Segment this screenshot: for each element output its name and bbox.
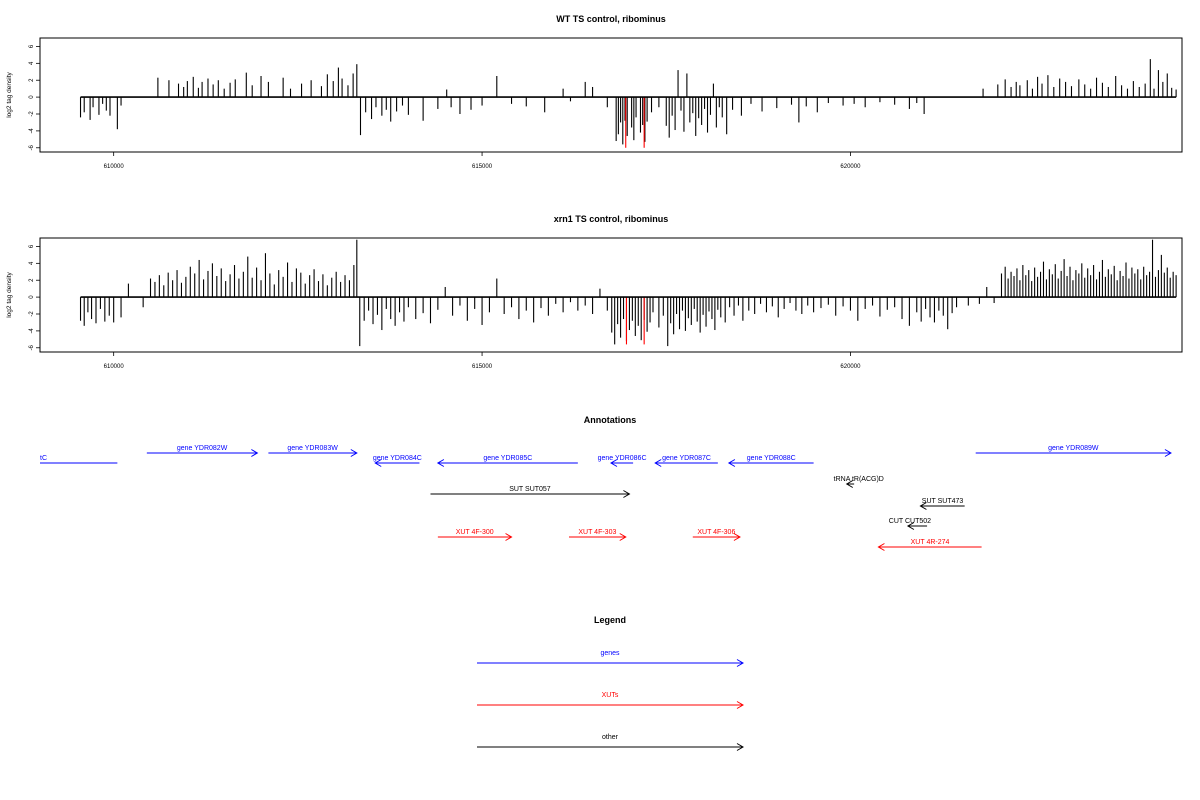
annotation-gene-ydr087c: gene YDR087C xyxy=(654,455,718,467)
annotation-sut-sut473-head xyxy=(919,502,927,510)
annotation-xut-4f-303: XUT 4F-303 xyxy=(569,529,627,541)
x-tick-label: 620000 xyxy=(840,364,861,370)
annotation-label: CUT CUT502 xyxy=(889,518,931,525)
annotation-gene-ydr089w-head xyxy=(1164,449,1172,457)
annotation-xut-4f-300: XUT 4F-300 xyxy=(437,529,513,541)
annotation-xut-4r-274-head xyxy=(877,543,885,551)
y-tick-label: 4 xyxy=(29,61,35,65)
legend: Legend genes XUTs other xyxy=(477,615,744,751)
panel-1: WT TS control, ribominus -6 -4 -2 0 2 4 6 log2 t… xyxy=(6,14,1183,170)
x-tick-label: 615000 xyxy=(472,364,493,370)
legend-title: Legend xyxy=(594,615,626,625)
annotation-label: XUT 4F-300 xyxy=(456,529,494,536)
annotation-trna-tr-acg-d: tRNA tR(ACG)D xyxy=(834,476,884,488)
legend-item-genes: genes xyxy=(477,650,744,667)
annotation-gene-ydr084c-head xyxy=(374,459,382,467)
y-tick-label: 6 xyxy=(29,44,35,48)
annotation-sut-sut057-head xyxy=(623,490,631,498)
plot-frame xyxy=(39,237,1183,353)
legend-item-label: genes xyxy=(600,650,620,657)
x-tick-label: 620000 xyxy=(840,164,861,170)
x-tick-label: 610000 xyxy=(104,164,125,170)
annotation-xut-4f-303-head xyxy=(619,533,627,541)
annotation-gene-ydr083w: gene YDR083W xyxy=(268,445,358,457)
annotation-sut-sut057: SUT SUT057 xyxy=(430,486,631,498)
annotation-xut-4f-306-head xyxy=(733,533,741,541)
legend-item-other: other xyxy=(477,734,744,751)
annotation-label: XUT 4F-303 xyxy=(578,529,616,536)
annotation-gene-ydr089w: gene YDR089W xyxy=(975,445,1172,457)
y-tick-label: -2 xyxy=(29,311,35,317)
annotation-label: gene YDR082W xyxy=(177,445,228,452)
annotation-gene-ydr082w-head xyxy=(251,449,259,457)
y-tick-label: 6 xyxy=(29,244,35,248)
y-tick-label: 0 xyxy=(29,95,35,99)
annotation-gene-ydr085c-head xyxy=(436,459,445,467)
y-tick-label: 4 xyxy=(29,261,35,265)
annotation-xut-4f-306: XUT 4F-306 xyxy=(692,529,741,541)
annotation-label: SUT SUT473 xyxy=(922,498,964,505)
y-tick-label: -6 xyxy=(29,144,35,150)
y-tick-label: 2 xyxy=(29,78,35,82)
annotation-label: SUT SUT057 xyxy=(509,486,551,493)
annotation-label: gene YDR084C xyxy=(373,455,422,462)
annotation-gene-ydr082w: gene YDR082W xyxy=(146,445,259,457)
annotation-xut-4r-274: XUT 4R-274 xyxy=(877,539,982,551)
annotation-gene-ydr088c: gene YDR088C xyxy=(727,455,814,467)
annotation-label: XUT 4F-306 xyxy=(697,529,735,536)
annotation-gene-ydr085c: gene YDR085C xyxy=(436,455,578,467)
annotation-label: gene YDR087C xyxy=(662,455,711,462)
annotation-label: XUT 4R-274 xyxy=(911,539,950,546)
annotation-label: gene YDR083W xyxy=(287,445,338,452)
annotation-label: tC xyxy=(40,455,47,462)
y-tick-label: -4 xyxy=(29,128,35,134)
panel-title: WT TS control, ribominus xyxy=(556,14,666,24)
legend-item-label: other xyxy=(602,734,619,741)
annotation-gene-ydr088c-head xyxy=(727,459,736,467)
panel-2: xrn1 TS control, ribominus -6 -4 -2 0 2 4 6 log2… xyxy=(6,214,1183,370)
annotation-label: gene YDR086C xyxy=(598,455,647,462)
annotations-title: Annotations xyxy=(584,415,637,425)
y-axis-label: log2 tag density xyxy=(6,271,13,317)
annotation-label: gene YDR089W xyxy=(1048,445,1099,452)
x-tick-label: 615000 xyxy=(472,164,493,170)
y-tick-label: 2 xyxy=(29,278,35,282)
annotation-xut-4f-300-head xyxy=(505,533,513,541)
legend-item-label: XUTs xyxy=(602,692,619,699)
annotation-gene-ydr087c-head xyxy=(654,459,662,467)
legend-item-xuts-head xyxy=(736,701,744,709)
annotation-tc: tC xyxy=(40,455,118,464)
y-tick-label: -6 xyxy=(29,344,35,350)
annotation-sut-sut473: SUT SUT473 xyxy=(919,498,965,510)
panel-title: xrn1 TS control, ribominus xyxy=(554,214,669,224)
legend-item-genes-head xyxy=(736,659,744,667)
annotation-trna-tr-acg-d-head xyxy=(845,480,854,488)
annotation-cut-cut502: CUT CUT502 xyxy=(889,518,931,530)
annotation-label: gene YDR088C xyxy=(747,455,796,462)
annotation-cut-cut502-head xyxy=(906,522,915,530)
y-axis-label: log2 tag density xyxy=(6,71,13,117)
legend-item-other-head xyxy=(736,743,744,751)
annotation-gene-ydr086c: gene YDR086C xyxy=(598,455,647,467)
legend-item-xuts: XUTs xyxy=(477,692,744,709)
y-tick-label: 0 xyxy=(29,295,35,299)
annotations-track: Annotations tC gene YDR082W gene YDR083W gen… xyxy=(40,415,1172,551)
annotation-gene-ydr084c: gene YDR084C xyxy=(373,455,422,467)
y-tick-label: -4 xyxy=(29,328,35,334)
annotation-gene-ydr083w-head xyxy=(350,449,358,457)
y-tick-label: -2 xyxy=(29,111,35,117)
annotation-label: tRNA tR(ACG)D xyxy=(834,476,884,483)
annotation-gene-ydr086c-head xyxy=(610,459,618,467)
annotation-label: gene YDR085C xyxy=(483,455,532,462)
plot-frame xyxy=(39,37,1183,153)
x-tick-label: 610000 xyxy=(104,364,125,370)
